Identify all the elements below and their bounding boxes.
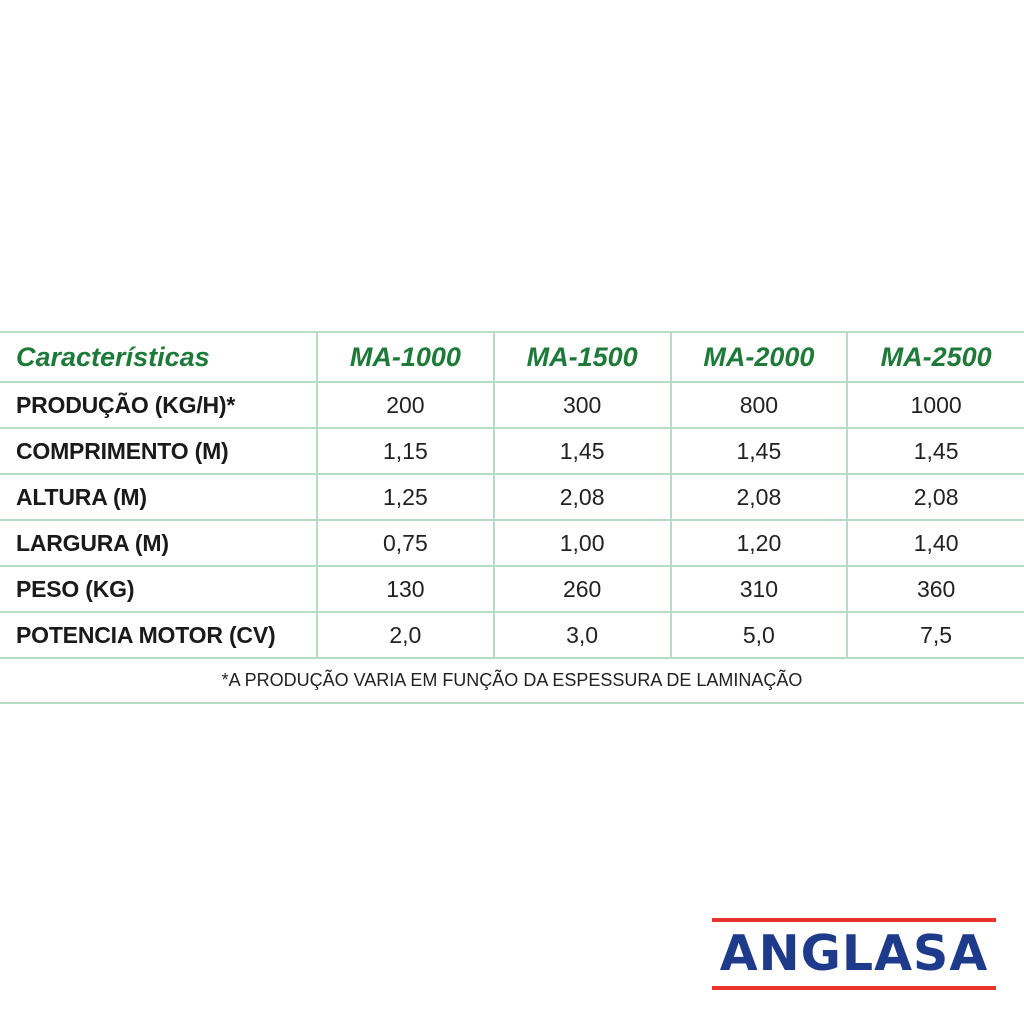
table-cell: 2,08: [846, 474, 1024, 521]
table-cell: 1,00: [492, 520, 671, 567]
table-cell: 1,20: [669, 520, 848, 567]
table-cell: 1,40: [846, 520, 1024, 567]
table-cell: 2,0: [316, 612, 494, 659]
header-model-ma-1500: MA-1500: [492, 331, 671, 383]
row-label: COMPRIMENTO (M): [0, 428, 317, 475]
table-cell: 0,75: [316, 520, 494, 567]
table-cell: 260: [492, 566, 671, 613]
logo-bottom-red-bar: [712, 986, 996, 990]
table-row: POTENCIA MOTOR (CV) 2,0 3,0 5,0 7,5: [0, 612, 1024, 659]
row-label: POTENCIA MOTOR (CV): [0, 612, 317, 659]
table-cell: 200: [316, 382, 494, 429]
row-label: ALTURA (M): [0, 474, 317, 521]
table-cell: 1000: [846, 382, 1024, 429]
table-cell: 2,08: [492, 474, 671, 521]
table-cell: 1,45: [492, 428, 671, 475]
table-cell: 1,15: [316, 428, 494, 475]
table-cell: 1,45: [669, 428, 848, 475]
table-row: COMPRIMENTO (M) 1,15 1,45 1,45 1,45: [0, 428, 1024, 475]
table-cell: 360: [846, 566, 1024, 613]
header-characteristics: Características: [0, 331, 317, 383]
table-row: PESO (KG) 130 260 310 360: [0, 566, 1024, 613]
table-row: PRODUÇÃO (KG/H)* 200 300 800 1000: [0, 382, 1024, 429]
table-cell: 3,0: [492, 612, 671, 659]
table-cell: 800: [669, 382, 848, 429]
footnote-row: *A PRODUÇÃO VARIA EM FUNÇÃO DA ESPESSURA…: [0, 658, 1024, 704]
table-cell: 7,5: [846, 612, 1024, 659]
row-label: LARGURA (M): [0, 520, 317, 567]
table-cell: 130: [316, 566, 494, 613]
table-cell: 300: [492, 382, 671, 429]
logo-wordmark: ANGLASA: [719, 925, 989, 982]
table-row: LARGURA (M) 0,75 1,00 1,20 1,40: [0, 520, 1024, 567]
table-cell: 2,08: [669, 474, 848, 521]
table-cell: 5,0: [669, 612, 848, 659]
logo-top-red-bar: [712, 918, 996, 922]
table-cell: 310: [669, 566, 848, 613]
anglasa-logo: ANGLASA: [712, 918, 996, 990]
table-cell: 1,25: [316, 474, 494, 521]
specifications-table: Características MA-1000 MA-1500 MA-2000 …: [0, 331, 1024, 704]
header-model-ma-2000: MA-2000: [669, 331, 848, 383]
header-model-ma-2500: MA-2500: [846, 331, 1024, 383]
table-header-row: Características MA-1000 MA-1500 MA-2000 …: [0, 331, 1024, 383]
row-label: PRODUÇÃO (KG/H)*: [0, 382, 317, 429]
footnote: *A PRODUÇÃO VARIA EM FUNÇÃO DA ESPESSURA…: [0, 658, 1024, 704]
row-label: PESO (KG): [0, 566, 317, 613]
header-model-ma-1000: MA-1000: [316, 331, 494, 383]
table-cell: 1,45: [846, 428, 1024, 475]
table-row: ALTURA (M) 1,25 2,08 2,08 2,08: [0, 474, 1024, 521]
